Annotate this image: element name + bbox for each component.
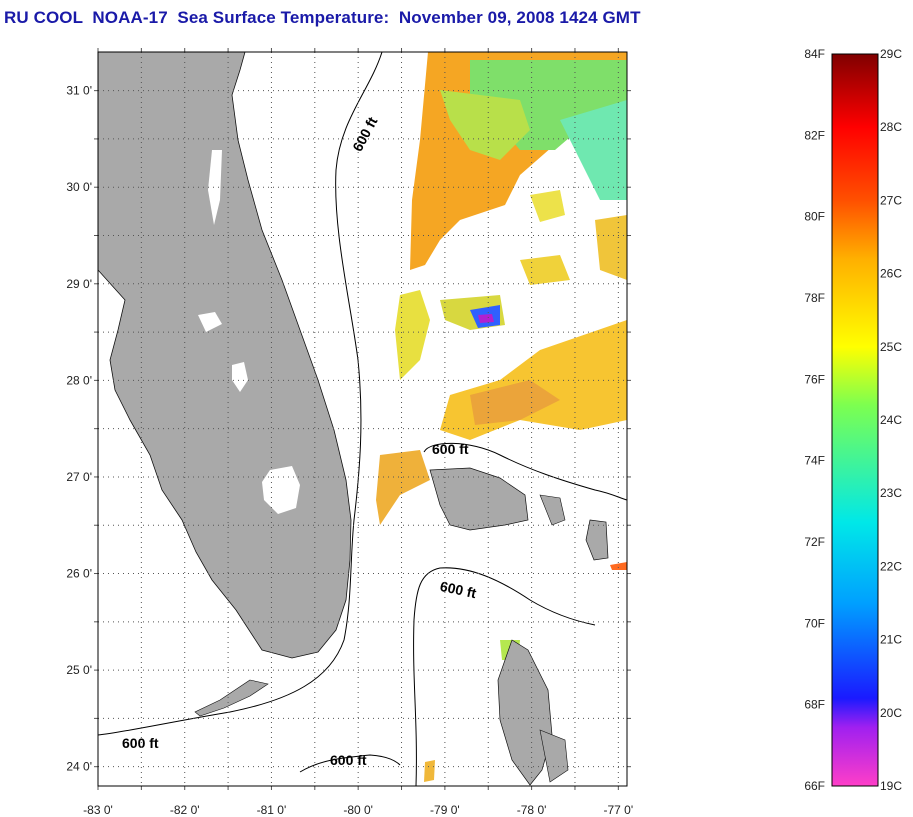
map-title: RU COOL NOAA-17 Sea Surface Temperature:… bbox=[4, 8, 641, 27]
fahrenheit-label: 76F bbox=[804, 372, 825, 386]
celsius-label: 22C bbox=[880, 559, 902, 573]
lat-lon-grid bbox=[94, 48, 631, 790]
sst-data-layer bbox=[376, 52, 627, 782]
latitude-label: 27 0' bbox=[66, 470, 92, 484]
fahrenheit-labels: 84F 82F 80F 78F 76F 74F 72F 70F 68F 66F bbox=[804, 47, 825, 793]
celsius-label: 28C bbox=[880, 120, 902, 134]
celsius-label: 19C bbox=[880, 779, 902, 793]
celsius-label: 23C bbox=[880, 486, 902, 500]
longitude-label: -79 0' bbox=[430, 803, 460, 817]
latitude-label: 25 0' bbox=[66, 663, 92, 677]
longitude-label: -83 0' bbox=[83, 803, 113, 817]
longitude-label: -82 0' bbox=[170, 803, 200, 817]
celsius-label: 26C bbox=[880, 267, 902, 281]
celsius-label: 24C bbox=[880, 413, 902, 427]
colorbar-gradient bbox=[831, 53, 879, 787]
celsius-label: 25C bbox=[880, 340, 902, 354]
fahrenheit-label: 66F bbox=[804, 779, 825, 793]
longitude-label: -80 0' bbox=[343, 803, 373, 817]
contour-label: 600 ft bbox=[330, 752, 367, 768]
bathymetry-contours bbox=[97, 51, 628, 787]
latitude-label: 26 0' bbox=[66, 567, 92, 581]
map-frame bbox=[97, 51, 628, 787]
celsius-label: 21C bbox=[880, 633, 902, 647]
celsius-label: 29C bbox=[880, 47, 902, 61]
longitude-labels: -83 0' -82 0' -81 0' -80 0' -79 0' -78 0' -77 … bbox=[83, 803, 633, 817]
celsius-label: 20C bbox=[880, 706, 902, 720]
contour-label: 600 ft bbox=[122, 735, 159, 751]
fahrenheit-label: 82F bbox=[804, 128, 825, 142]
fahrenheit-label: 78F bbox=[804, 291, 825, 305]
contour-label: 600 ft bbox=[439, 578, 478, 601]
longitude-label: -77 0' bbox=[603, 803, 633, 817]
contour-label: 600 ft bbox=[432, 441, 469, 457]
latitude-label: 30 0' bbox=[66, 180, 92, 194]
latitude-label: 29 0' bbox=[66, 277, 92, 291]
fahrenheit-label: 72F bbox=[804, 535, 825, 549]
latitude-label: 28 0' bbox=[66, 373, 92, 387]
longitude-label: -81 0' bbox=[257, 803, 287, 817]
latitude-labels: 31 0' 30 0' 29 0' 28 0' 27 0' 26 0' 25 0' 24 0' bbox=[66, 84, 92, 774]
celsius-labels: 29C 28C 27C 26C 25C 24C 23C 22C 21C 20C 19C bbox=[880, 47, 902, 793]
temperature-colorbar: 84F 82F 80F 78F 76F 74F 72F 70F 68F 66F 29C 28C 27C… bbox=[804, 47, 902, 793]
fahrenheit-label: 80F bbox=[804, 210, 825, 224]
latitude-label: 31 0' bbox=[66, 84, 92, 98]
longitude-label: -78 0' bbox=[517, 803, 547, 817]
fahrenheit-label: 84F bbox=[804, 47, 825, 61]
fahrenheit-label: 74F bbox=[804, 454, 825, 468]
contour-label: 600 ft bbox=[349, 114, 380, 154]
latitude-label: 24 0' bbox=[66, 760, 92, 774]
fahrenheit-label: 68F bbox=[804, 698, 825, 712]
fahrenheit-label: 70F bbox=[804, 616, 825, 630]
celsius-label: 27C bbox=[880, 193, 902, 207]
